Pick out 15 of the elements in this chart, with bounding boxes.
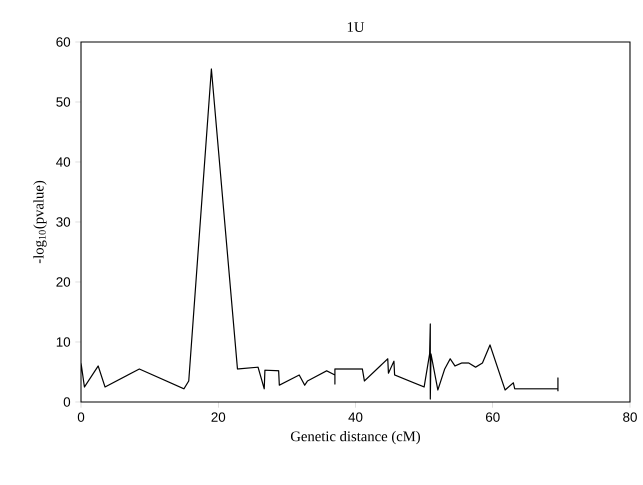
- y-tick-label: 50: [56, 97, 70, 107]
- y-tick-label: 30: [56, 217, 70, 227]
- y-tick-label: 10: [56, 337, 70, 347]
- y-axis-title: -log$_{10}$(pvalue): [33, 180, 47, 264]
- x-tick-label: 40: [348, 412, 362, 422]
- x-axis-title: Genetic distance (cM): [290, 430, 420, 444]
- y-tick-label: 20: [56, 277, 70, 287]
- chart-title: 1U: [348, 22, 364, 32]
- x-tick-label: 60: [486, 412, 500, 422]
- y-tick-label: 40: [56, 157, 70, 167]
- x-tick-label: 20: [212, 412, 226, 422]
- x-tick-label: 0: [78, 412, 84, 422]
- y-tick-label: 0: [64, 397, 70, 407]
- x-tick-label: 80: [623, 412, 637, 422]
- y-tick-label: 60: [56, 37, 70, 47]
